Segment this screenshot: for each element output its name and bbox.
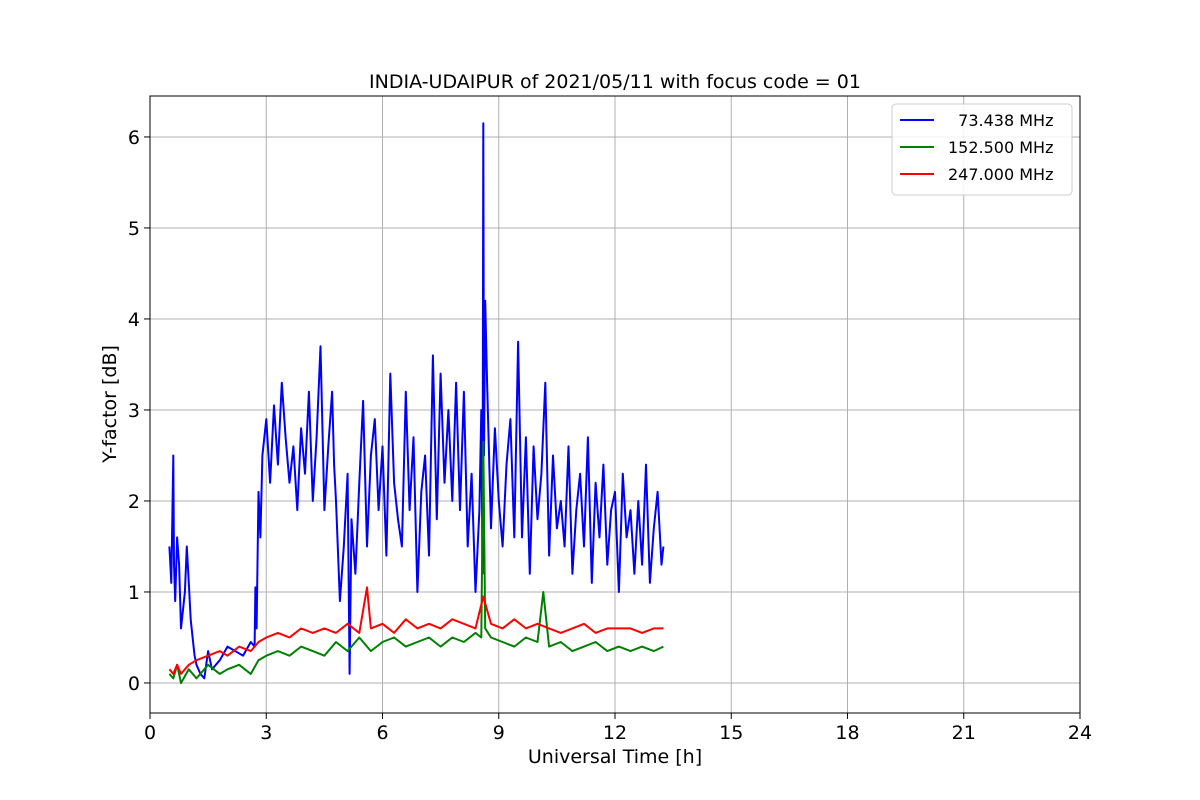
x-tick-label: 18 (835, 722, 859, 744)
x-tick-label: 3 (260, 722, 272, 744)
y-tick-label: 6 (128, 127, 140, 149)
x-tick-label: 12 (603, 722, 627, 744)
legend: 73.438 MHz 152.500 MHz 247.000 MHz (891, 103, 1073, 196)
y-tick-label: 5 (128, 218, 140, 240)
series-line-1 (168, 440, 664, 684)
y-tick-label: 2 (128, 491, 140, 513)
x-tick-label: 21 (952, 722, 976, 744)
series-line-0 (168, 122, 665, 680)
x-tick-label: 15 (719, 722, 743, 744)
legend-label-2: 247.000 MHz (948, 165, 1053, 184)
chart-title: INDIA-UDAIPUR of 2021/05/11 with focus c… (369, 71, 861, 93)
y-tick-label: 0 (128, 673, 140, 695)
x-tick-label: 9 (493, 722, 505, 744)
series-line-2 (168, 586, 664, 675)
y-tick-label: 4 (128, 309, 140, 331)
legend-label-0: 73.438 MHz (948, 111, 1053, 130)
legend-label-1: 152.500 MHz (948, 138, 1053, 157)
x-tick-label: 24 (1068, 722, 1092, 744)
y-axis-label: Y-factor [dB] (99, 345, 121, 464)
y-tick-label: 3 (128, 400, 140, 422)
x-axis-label: Universal Time [h] (528, 746, 702, 768)
legend-box (891, 103, 1073, 196)
x-tick-label: 6 (376, 722, 388, 744)
series-layer (168, 122, 665, 684)
x-tick-label: 0 (144, 722, 156, 744)
y-tick-label: 1 (128, 582, 140, 604)
